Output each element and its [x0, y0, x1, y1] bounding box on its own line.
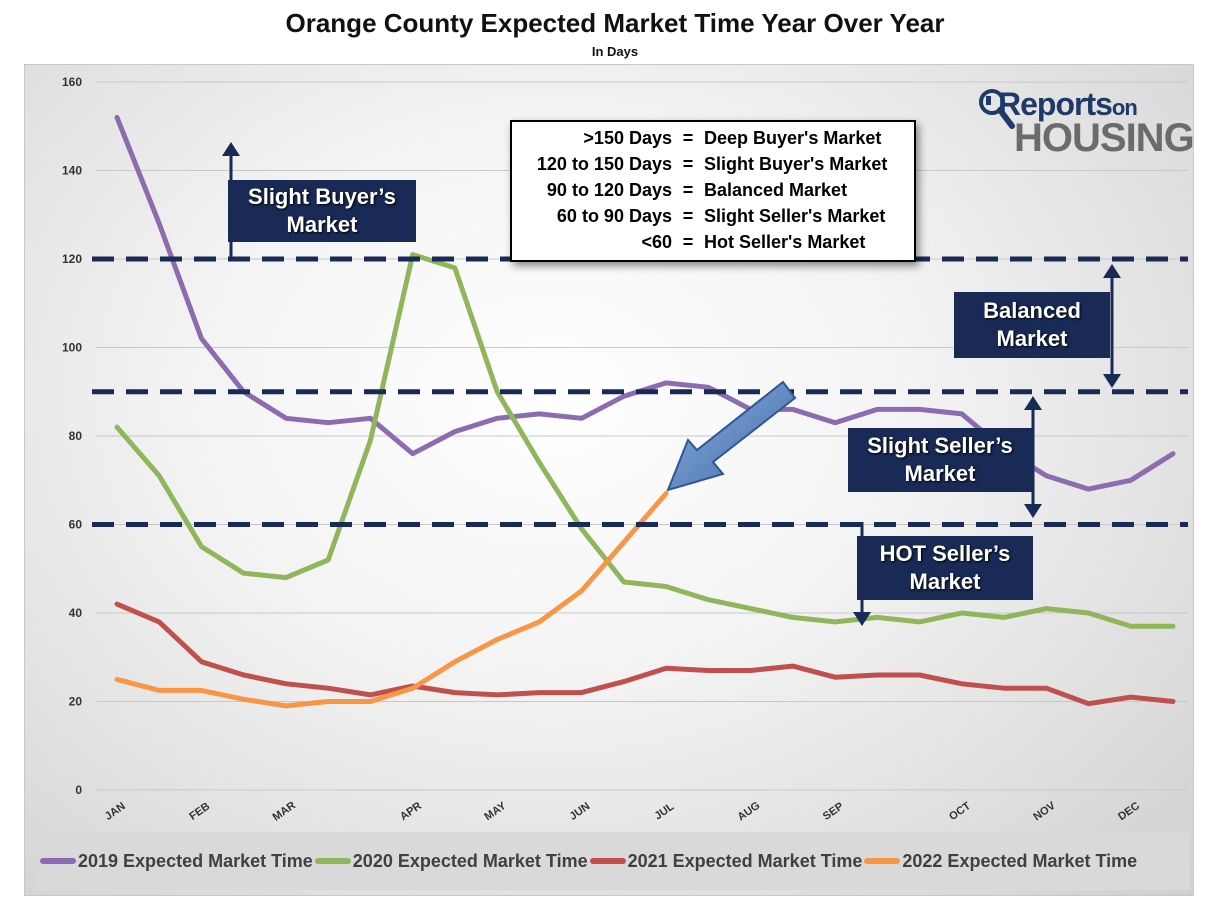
- y-tick-label: 0: [75, 783, 82, 797]
- slight-seller-arrow-head-up: [1024, 396, 1042, 410]
- zone-label-slight-seller: Slight Seller’s Market: [848, 428, 1032, 492]
- chart-title: Orange County Expected Market Time Year …: [285, 8, 945, 38]
- x-tick-label: AUG: [735, 800, 762, 824]
- logo-on-text: on: [1111, 95, 1138, 120]
- legend-label-2020: 2020 Expected Market Time: [352, 850, 588, 871]
- legend-item-2022: 2022 Expected Market Time: [864, 851, 1137, 872]
- y-tick-label: 140: [62, 164, 82, 178]
- y-tick-label: 120: [62, 252, 82, 266]
- key-equals: =: [682, 180, 694, 200]
- series-line-2020: [114, 252, 1176, 629]
- x-tick-label: FEB: [187, 800, 212, 822]
- key-row: >150 Days = Deep Buyer's Market: [512, 128, 881, 154]
- key-description: Deep Buyer's Market: [704, 128, 882, 148]
- highlight-arrow: [666, 380, 797, 492]
- x-tick-label: OCT: [947, 800, 973, 823]
- legend-swatch-2020: [314, 858, 351, 864]
- key-range: >150 Days: [583, 128, 672, 148]
- legend-label-2021: 2021 Expected Market Time: [627, 850, 863, 871]
- key-range: 120 to 150 Days: [536, 154, 672, 174]
- series-line-2022: [114, 491, 669, 709]
- x-tick-label: MAR: [271, 799, 298, 823]
- x-tick-label: NOV: [1031, 799, 1058, 823]
- key-equals: =: [682, 206, 694, 226]
- y-tick-label: 100: [62, 341, 82, 355]
- hot-seller-arrow-head-down: [853, 612, 871, 626]
- x-tick-label: MAY: [482, 800, 509, 824]
- x-tick-label: JAN: [103, 800, 128, 822]
- key-description: Slight Buyer's Market: [704, 154, 888, 174]
- key-equals: =: [682, 128, 694, 148]
- balanced-arrow-head-down: [1103, 374, 1121, 388]
- legend-item-2019: 2019 Expected Market Time: [40, 851, 313, 872]
- legend-label-2022: 2022 Expected Market Time: [902, 850, 1138, 871]
- key-range: <60: [641, 232, 672, 252]
- key-description: Hot Seller's Market: [704, 232, 866, 252]
- key-description: Slight Seller's Market: [704, 206, 886, 226]
- y-tick-label: 80: [69, 429, 83, 443]
- series-line-2021: [114, 601, 1176, 707]
- key-row: 120 to 150 Days = Slight Buyer's Market: [512, 154, 887, 180]
- slight-buyer-arrow-head-up: [222, 142, 240, 156]
- legend-swatch-2022: [864, 858, 901, 864]
- zone-label-balanced: Balanced Market: [954, 292, 1110, 358]
- balanced-arrow-head-up: [1103, 264, 1121, 278]
- reports-on-housing-logo: Reportson HOUSING: [976, 86, 1195, 164]
- logo-letter-r: R: [998, 86, 1021, 122]
- market-key-box: >150 Days = Deep Buyer's Market 120 to 1…: [510, 120, 916, 262]
- chart-subtitle: In Days: [591, 44, 639, 59]
- magnifier-icon: [979, 89, 1015, 129]
- logo-line-1: Reportson: [998, 86, 1138, 123]
- y-tick-label: 60: [69, 518, 83, 532]
- logo-reports-text: eports: [1020, 86, 1113, 122]
- y-tick-label: 160: [62, 75, 82, 89]
- zone-label-slight-buyer: Slight Buyer’s Market: [228, 180, 416, 242]
- slight-seller-arrow-head-down: [1024, 504, 1042, 518]
- key-row: 90 to 120 Days = Balanced Market: [512, 180, 847, 206]
- x-tick-label: JUN: [567, 800, 592, 822]
- key-row: 60 to 90 Days = Slight Seller's Market: [512, 206, 885, 232]
- key-equals: =: [682, 232, 694, 252]
- x-tick-label: APR: [398, 800, 424, 823]
- key-equals: =: [682, 154, 694, 174]
- key-row: <60 = Hot Seller's Market: [512, 232, 865, 258]
- logo-housing-text: HOUSING: [1014, 116, 1195, 160]
- y-tick-label: 20: [69, 695, 83, 709]
- legend-label-2019: 2019 Expected Market Time: [78, 850, 313, 871]
- legend-swatch-2019: [40, 858, 76, 864]
- key-range: 60 to 90 Days: [556, 206, 672, 226]
- key-range: 90 to 120 Days: [546, 180, 672, 200]
- x-tick-label: JUL: [652, 801, 676, 823]
- y-tick-label: 40: [69, 606, 83, 620]
- x-tick-label: SEP: [821, 800, 846, 822]
- chart-legend: 2019 Expected Market Time 2020 Expected …: [40, 846, 1139, 876]
- x-tick-label: DEC: [1116, 800, 1142, 823]
- legend-item-2021: 2021 Expected Market Time: [589, 850, 863, 872]
- legend-swatch-2021: [589, 858, 626, 864]
- key-description: Balanced Market: [704, 180, 848, 200]
- zone-label-hot-seller: HOT Seller’s Market: [857, 536, 1033, 600]
- legend-item-2020: 2020 Expected Market Time: [314, 850, 588, 872]
